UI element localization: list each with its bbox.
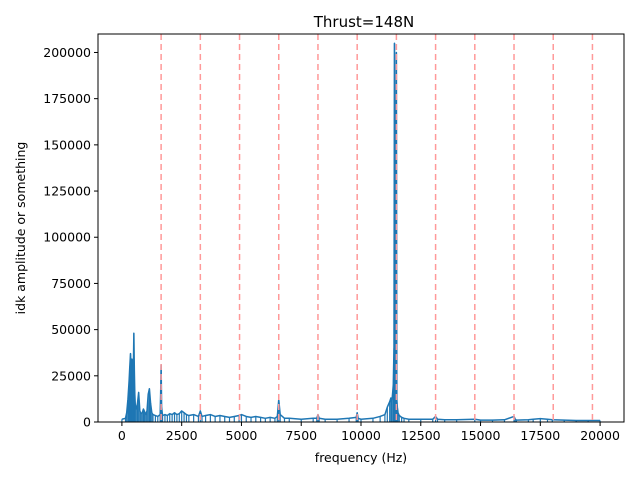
x-tick-label: 15000 (461, 428, 501, 443)
y-tick-label: 125000 (43, 184, 91, 199)
y-tick-label: 75000 (51, 276, 91, 291)
x-axis: 0 2500 5000 7500 10000 12500 15000 17500 20000 (118, 422, 620, 443)
y-tick-label: 100000 (43, 230, 91, 245)
x-tick-label: 2500 (166, 428, 198, 443)
x-tick-label: 5000 (226, 428, 258, 443)
y-axis-label: idk amplitude or something (13, 142, 28, 315)
y-tick-label: 175000 (43, 91, 91, 106)
x-tick-label: 17500 (520, 428, 560, 443)
x-axis-label: frequency (Hz) (315, 450, 407, 465)
x-tick-label: 7500 (285, 428, 317, 443)
y-tick-label: 0 (83, 415, 91, 430)
x-tick-label: 20000 (580, 428, 620, 443)
y-tick-label: 200000 (43, 45, 91, 60)
y-tick-label: 50000 (51, 322, 91, 337)
plot-frame (97, 33, 625, 423)
chart-title: Thrust=148N (313, 13, 414, 31)
x-tick-label: 0 (118, 428, 126, 443)
spectrum-series-line (121, 42, 601, 422)
y-tick-label: 150000 (43, 137, 91, 152)
plot-area (121, 34, 601, 422)
x-tick-label: 10000 (341, 428, 381, 443)
y-axis: 0 25000 50000 75000 100000 125000 150000 175000… (43, 45, 98, 430)
y-tick-label: 25000 (51, 368, 91, 383)
x-tick-label: 12500 (401, 428, 441, 443)
